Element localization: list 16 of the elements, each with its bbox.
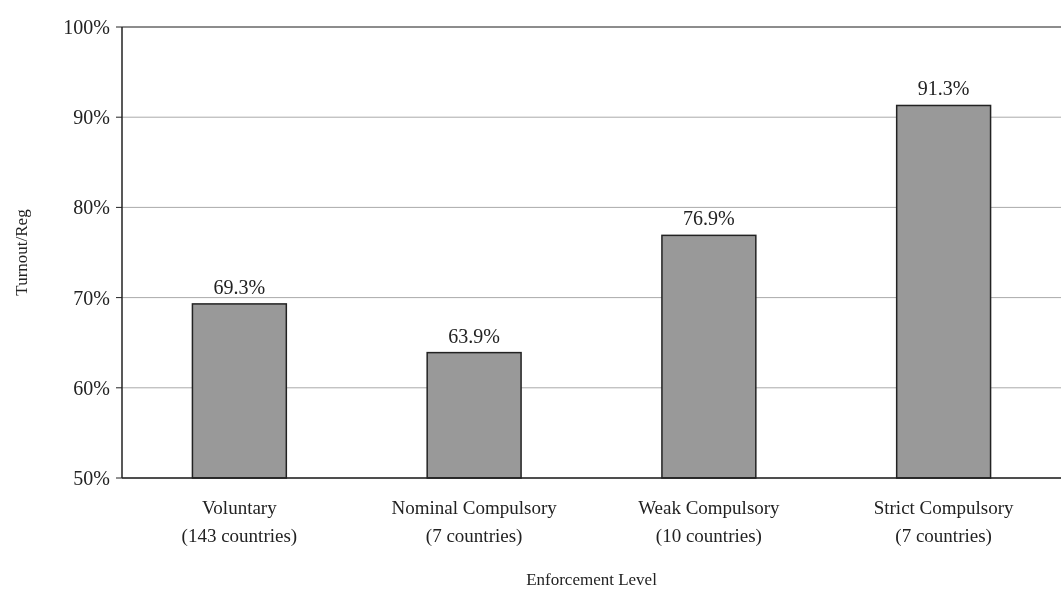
x-tick-label: Voluntary (143 countries) [181,497,298,547]
y-tick-label: 100% [63,16,110,38]
y-tick-label: 50% [73,467,110,489]
x-axis-title: Enforcement Level [526,570,658,589]
data-label: 91.3% [917,77,970,100]
y-tick-label: 80% [73,196,110,219]
y-tick-label: 90% [73,106,110,129]
data-label: 63.9% [448,324,500,347]
x-tick-label: Strict Compulsory (7 countries) [873,497,1015,547]
data-label: 76.9% [683,207,735,230]
y-axis-title: Turnout/Reg [12,208,31,296]
y-tick-label: 60% [73,376,110,399]
y-tick-label: 70% [73,286,110,309]
x-tick-label: Nominal Compulsory (7 countries) [391,497,558,547]
data-label: 69.3% [213,275,266,298]
x-tick-label: Weak Compulsory (10 countries) [638,497,781,547]
